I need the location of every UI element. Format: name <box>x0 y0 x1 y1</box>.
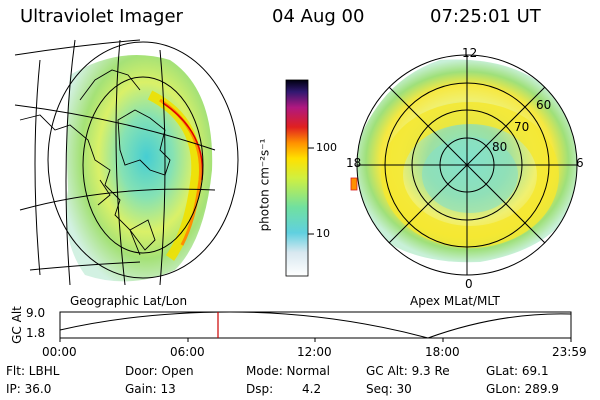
ip-status: IP: 36.0 <box>6 382 52 396</box>
mlt-label-0: 0 <box>465 277 473 291</box>
polar-plot <box>350 54 578 276</box>
dsp-label: Dsp: <box>246 382 274 396</box>
colorbar-tick-10: 10 <box>316 227 330 240</box>
lat-label-80: 80 <box>492 140 508 154</box>
geographic-map <box>14 39 239 286</box>
glat-status: GLat: 69.1 <box>486 364 549 378</box>
lat-label-60: 60 <box>536 98 552 112</box>
lat-label-70: 70 <box>514 120 530 134</box>
right-panel-caption: Apex MLat/MLT <box>410 294 500 308</box>
timeline-xtick-1: 06:00 <box>170 345 205 359</box>
seq-status: Seq: 30 <box>366 382 412 396</box>
timeline-ytick-high: 9.0 <box>26 306 46 320</box>
glon-status: GLon: 289.9 <box>486 382 559 396</box>
timeline-xtick-3: 18:00 <box>425 345 460 359</box>
timeline-ylabel: GC Alt <box>9 306 24 344</box>
timeline-xtick-0: 00:00 <box>42 345 77 359</box>
timeline-ytick-low: 1.8 <box>26 326 46 340</box>
colorbar-tick-100: 100 <box>316 141 337 154</box>
mlt-label-6: 6 <box>576 156 584 170</box>
colorbar-unit: photon cm⁻²s⁻¹ <box>257 138 272 232</box>
mlt-label-12: 12 <box>462 46 478 60</box>
mode-status: Mode: Normal <box>246 364 330 378</box>
gc-alt-status: GC Alt: 9.3 Re <box>366 364 450 378</box>
dsp-value: 4.2 <box>302 382 322 396</box>
bright-spot <box>350 177 358 191</box>
instrument-title: Ultraviolet Imager <box>20 6 183 27</box>
gain-status: Gain: 13 <box>125 382 176 396</box>
timeline-xtick-4: 23:59 <box>552 345 587 359</box>
filter-status: Flt: LBHL <box>6 364 60 378</box>
door-status: Door: Open <box>125 364 194 378</box>
altitude-timeline <box>59 311 572 342</box>
date-label: 04 Aug 00 <box>272 6 365 27</box>
altitude-curve <box>59 311 572 339</box>
left-panel-caption: Geographic Lat/Lon <box>70 294 188 308</box>
mlt-label-18: 18 <box>346 156 362 170</box>
colorbar <box>285 79 314 277</box>
time-label: 07:25:01 UT <box>430 6 541 27</box>
timeline-xtick-2: 12:00 <box>297 345 332 359</box>
